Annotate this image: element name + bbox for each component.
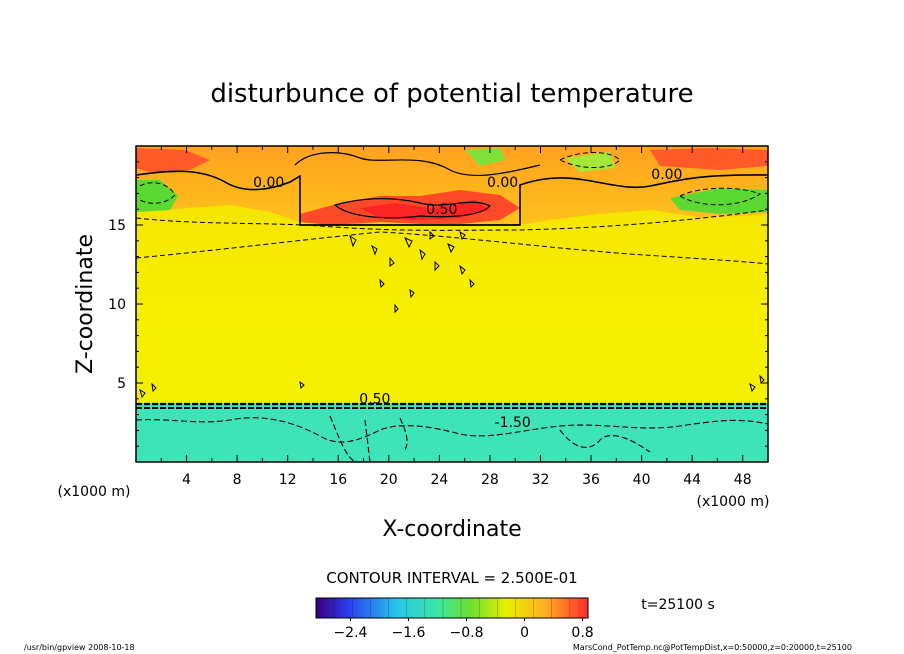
contour-zero-upper: [136, 170, 768, 226]
chart-title: disturbunce of potential temperature: [210, 79, 693, 109]
y-tick-label: 10: [108, 297, 126, 313]
contour-label: 0.50: [426, 202, 457, 218]
upper-green-region-mid: [465, 148, 505, 166]
x-tick-label: 28: [481, 472, 499, 488]
y-tick-label: 5: [117, 376, 126, 392]
lower-layer-region: [136, 403, 768, 462]
contour-label: 0.50: [359, 392, 390, 408]
y-tick-label: 15: [108, 218, 126, 234]
x-tick-label: 20: [380, 472, 398, 488]
colorbar-cell-dividers: [333, 598, 571, 618]
colorbar-tick-label: −1.6: [391, 625, 425, 641]
contour-dashed-upper-1: [136, 209, 768, 231]
contour-dashed-upper-4: [678, 187, 762, 206]
contour-zero-upper-2: [294, 152, 541, 177]
x-tick-label: 44: [683, 472, 701, 488]
x-axis: 4 8 12 16 20 24 28 32 36 40 44 48: [160, 146, 752, 488]
colorbar-ticks: −2.4 −1.6 −0.8 0 0.8: [333, 618, 594, 641]
colorbar-tick-label: 0: [520, 625, 529, 641]
x-tick-label: 16: [329, 472, 347, 488]
x-tick-label: 4: [182, 472, 191, 488]
x-tick-label: 12: [279, 472, 297, 488]
x-tick-label: 36: [582, 472, 600, 488]
x-tick-label: 24: [430, 472, 448, 488]
upper-green-region-left: [136, 180, 178, 212]
contour-label: 0.00: [487, 175, 518, 191]
colorbar-tick-label: −0.8: [450, 625, 484, 641]
x-axis-label: X-coordinate: [382, 517, 521, 542]
contour-dashed-upper-5: [139, 182, 176, 204]
upper-red-region-left: [136, 148, 210, 172]
x-tick-label: 32: [532, 472, 550, 488]
x-tick-label: 48: [734, 472, 752, 488]
plot-field: [136, 146, 768, 462]
contour-label: -1.50: [495, 415, 531, 431]
x-axis-unit-right: (x1000 m): [697, 494, 770, 510]
time-label: t=25100 s: [641, 597, 715, 613]
contour-scatter-cells: [139, 230, 765, 399]
footer-left: /usr/bin/gpview 2008-10-18: [24, 643, 135, 652]
contour-label: 0.00: [651, 167, 682, 183]
x-tick-label: 40: [633, 472, 651, 488]
x-tick-label: 8: [233, 472, 242, 488]
upper-green-region-right: [670, 188, 768, 214]
colorbar: [315, 597, 589, 619]
upper-red-region-right: [650, 148, 768, 170]
y-axis: 5 10 15: [108, 161, 768, 447]
contour-label: 0.00: [253, 175, 284, 191]
x-axis-unit-left: (x1000 m): [58, 484, 131, 500]
y-axis-label: Z-coordinate: [73, 234, 98, 374]
footer-right: MarsCond_PotTemp.nc@PotTempDist,x=0:5000…: [573, 643, 852, 652]
contour-dashed-upper-2: [136, 231, 768, 265]
contour-lower-dashed-3: [559, 429, 651, 453]
contour-interval-text: CONTOUR INTERVAL = 2.500E-01: [326, 569, 577, 587]
contour-dashed-upper-3: [558, 152, 621, 168]
contour-lower-dashed-2: [329, 415, 408, 462]
colorbar-tick-label: −2.4: [333, 625, 367, 641]
upper-red-core: [360, 200, 490, 220]
colorbar-tick-label: 0.8: [571, 625, 593, 641]
contour-labels: 0.00 0.00 0.00 0.50 0.50 -1.50: [253, 167, 682, 431]
contour-half-upper: [333, 198, 492, 219]
